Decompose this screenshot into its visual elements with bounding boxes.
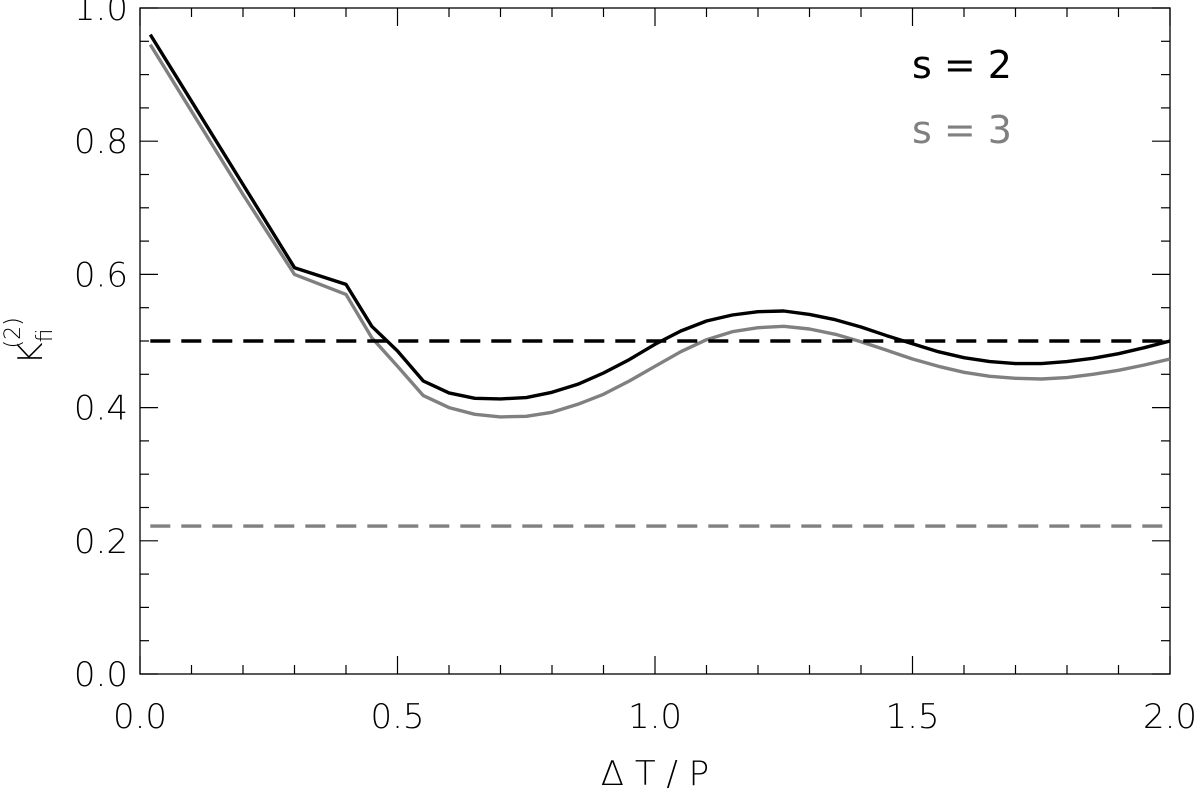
y-axis-label-subscript: fi [33,329,58,343]
y-axis-label: Kfi (2) [1,317,58,364]
series-layer [148,33,1171,528]
series-line-1 [148,43,1171,419]
y-axis-label-superscript: (2) [1,317,26,348]
x-axis-label: Δ T / P [601,754,709,794]
y-axis-label-base: K [11,342,51,364]
legend-entry-s3: s = 3 [912,108,1012,152]
x-tick-label: 1.0 [628,697,682,737]
x-tick-label: 2.0 [1143,697,1197,737]
y-tick-label: 1.0 [74,0,128,29]
x-tick-label: 0.5 [370,697,424,737]
legend: s = 2 s = 3 [912,43,1012,152]
tick-labels: 0.0 0.5 1.0 1.5 2.0 0.0 0.2 0.4 0.6 0.8 1.0 [74,0,1197,737]
y-tick-label: 0.4 [74,389,128,429]
axis-ticks [139,7,1171,675]
y-tick-label: 0.6 [74,255,128,295]
x-tick-label: 1.5 [885,697,939,737]
legend-entry-s2: s = 2 [912,43,1012,87]
y-tick-label: 0.0 [74,655,128,695]
y-tick-label: 0.2 [74,522,128,562]
y-tick-label: 0.8 [74,122,128,162]
x-tick-label: 0.0 [113,697,167,737]
svg-text:Kfi(2): Kfi (2) [1,317,58,364]
series-line-0 [148,33,1171,401]
